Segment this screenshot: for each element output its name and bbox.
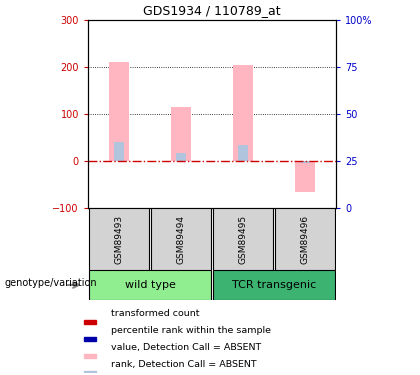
Text: value, Detection Call = ABSENT: value, Detection Call = ABSENT (111, 343, 261, 352)
Bar (84, 336, 97, 341)
Bar (151, 208, 211, 270)
Bar (109, 62, 129, 161)
Text: GSM89495: GSM89495 (239, 214, 247, 264)
Bar (176, 153, 186, 161)
Bar (295, 161, 315, 192)
Bar (114, 142, 124, 161)
Bar (213, 208, 273, 270)
Bar (89, 208, 150, 270)
Text: transformed count: transformed count (111, 309, 199, 318)
Text: GSM89493: GSM89493 (115, 214, 123, 264)
Bar (238, 144, 248, 161)
Text: GSM89496: GSM89496 (300, 214, 310, 264)
Bar (275, 208, 336, 270)
Bar (233, 64, 253, 161)
Bar (300, 161, 310, 164)
Text: wild type: wild type (125, 280, 176, 290)
Bar (84, 320, 97, 324)
Bar (171, 107, 191, 161)
Text: GSM89494: GSM89494 (176, 214, 186, 264)
Bar (213, 270, 336, 300)
Text: TCR transgenic: TCR transgenic (232, 280, 316, 290)
Text: rank, Detection Call = ABSENT: rank, Detection Call = ABSENT (111, 360, 256, 369)
Text: percentile rank within the sample: percentile rank within the sample (111, 326, 271, 335)
Text: genotype/variation: genotype/variation (4, 278, 97, 288)
Title: GDS1934 / 110789_at: GDS1934 / 110789_at (143, 4, 281, 18)
Bar (84, 354, 97, 358)
Bar (84, 370, 97, 375)
Bar (89, 270, 211, 300)
